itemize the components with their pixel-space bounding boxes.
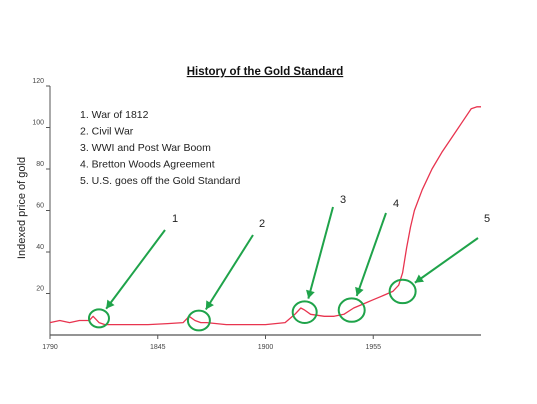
annotation-arrowhead [355, 286, 364, 296]
annotation-arrowhead [106, 299, 115, 309]
annotation-circle [87, 308, 110, 329]
annotation-arrow [204, 234, 254, 311]
legend-entry: 2. Civil War [80, 126, 134, 138]
x-tick-label: 1845 [150, 344, 166, 351]
y-tick-label: 80 [36, 161, 44, 168]
annotation-arrow [355, 212, 387, 297]
annotation-arrowhead [205, 300, 214, 310]
y-tick-label: 60 [36, 203, 44, 210]
annotation-arrowhead [306, 289, 315, 299]
annotations: 1 2 3 4 5 [87, 194, 490, 332]
annotation-circle [388, 278, 417, 305]
x-tick-label: 1955 [365, 344, 381, 351]
x-axis-ticks: 1790 1845 1900 1955 [42, 335, 381, 351]
y-tick-label: 40 [36, 244, 44, 251]
y-tick-label: 20 [36, 286, 44, 293]
annotation-arrow [105, 229, 166, 310]
chart-title: History of the Gold Standard [187, 66, 344, 78]
annotation-label: 3 [340, 194, 346, 206]
annotation-arrow [414, 237, 479, 284]
legend: 1. War of 1812 2. Civil War 3. WWI and Pos… [80, 109, 240, 187]
annotation-label: 4 [393, 198, 399, 210]
annotation-label: 1 [172, 213, 178, 225]
legend-entry: 3. WWI and Post War Boom [80, 142, 211, 154]
annotation-label: 2 [259, 218, 265, 230]
price-line [49, 106, 481, 326]
legend-entry: 5. U.S. goes off the Gold Standard [80, 175, 240, 187]
x-tick-label: 1790 [42, 344, 58, 351]
y-axis-ticks: 20 40 60 80 100 120 [32, 78, 50, 294]
x-tick-label: 1900 [258, 344, 274, 351]
annotation-label: 5 [484, 213, 490, 225]
price-series [49, 106, 481, 326]
annotation-circle [186, 309, 211, 332]
legend-entry: 4. Bretton Woods Agreement [80, 159, 215, 171]
y-tick-label: 100 [32, 120, 44, 127]
y-axis-label: Indexed price of gold [16, 157, 28, 259]
annotation-circle [337, 297, 366, 323]
legend-entry: 1. War of 1812 [80, 109, 149, 121]
annotation-circle [291, 300, 318, 324]
y-tick-label: 120 [32, 78, 44, 85]
annotation-arrow [307, 206, 334, 299]
annotation-arrowhead [414, 274, 425, 283]
